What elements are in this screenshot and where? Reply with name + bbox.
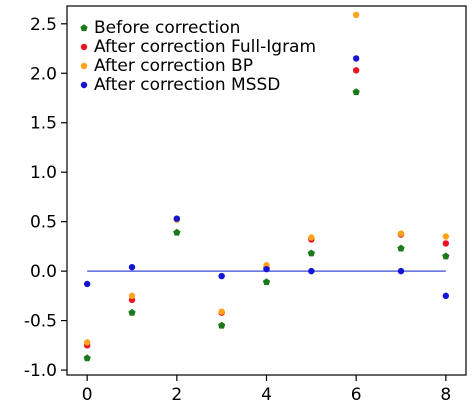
data-point-series-4	[397, 267, 405, 275]
legend-label: After correction BP	[94, 56, 253, 76]
data-point-series-1	[173, 228, 181, 236]
data-point-series-4	[128, 263, 136, 271]
data-point-series-3	[218, 308, 225, 315]
y-tick-label: -1.0	[24, 361, 57, 381]
data-point-series-4	[173, 215, 181, 222]
legend-label: Before correction	[94, 18, 240, 38]
data-point-series-1	[307, 249, 315, 257]
y-tick-label: 2.5	[30, 15, 57, 35]
y-tick-label: 0.5	[30, 213, 57, 233]
x-tick-label: 8	[440, 385, 451, 405]
data-point-series-3	[83, 339, 91, 346]
y-tick-label: -0.5	[24, 312, 57, 332]
legend-marker	[80, 81, 88, 89]
x-tick-label: 0	[82, 385, 93, 405]
x-tick-label: 4	[261, 385, 272, 405]
data-point-series-1	[218, 321, 226, 329]
data-point-series-3	[442, 233, 450, 240]
data-point-series-3	[397, 230, 405, 237]
y-tick-label: 2.0	[30, 64, 57, 84]
x-tick-label: 2	[171, 385, 182, 405]
data-point-series-4	[308, 267, 315, 275]
y-tick-label: 1.0	[30, 163, 57, 183]
data-point-series-1	[397, 244, 405, 252]
legend-marker	[80, 24, 88, 32]
data-point-series-1	[352, 88, 360, 96]
legend-marker	[80, 43, 88, 51]
legend-label: After correction MSSD	[94, 75, 280, 95]
legend-label: After correction Full-Igram	[94, 37, 316, 57]
data-point-series-1	[262, 278, 271, 286]
data-point-series-4	[218, 272, 225, 280]
data-point-series-4	[352, 55, 360, 62]
data-point-series-4	[83, 280, 91, 288]
data-point-series-1	[442, 252, 450, 260]
data-point-series-2	[352, 67, 360, 74]
data-point-series-3	[128, 292, 136, 300]
data-point-series-4	[263, 265, 270, 273]
data-point-series-3	[352, 11, 360, 19]
legend-marker	[80, 62, 88, 70]
y-tick-label: 1.5	[30, 114, 57, 134]
data-point-series-2	[442, 240, 450, 247]
data-point-series-1	[83, 354, 91, 362]
plot-layer: -1.0 -0.5 0.0 0.5 1.0 1.5 2.0 2.5 0 2 4 6 8 Before co…	[24, 5, 467, 405]
data-point-series-4	[442, 292, 450, 300]
y-tick-label: 0.0	[30, 262, 57, 282]
data-point-series-1	[128, 308, 136, 316]
data-point-series-3	[308, 234, 315, 241]
x-tick-label: 6	[351, 385, 362, 405]
